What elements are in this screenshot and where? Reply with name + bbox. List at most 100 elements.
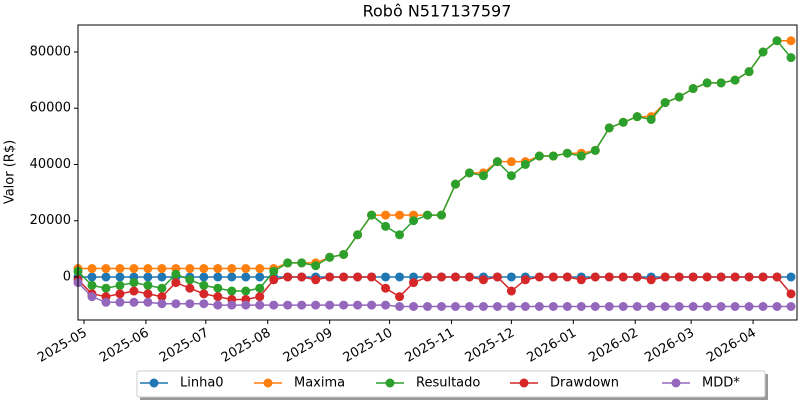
point: [269, 300, 279, 310]
point: [758, 272, 768, 282]
point: [395, 292, 405, 302]
point: [87, 280, 97, 290]
point: [101, 272, 111, 282]
x-tick-label: 2025-06: [97, 326, 152, 366]
y-tick-label: 0: [63, 269, 71, 284]
point: [674, 302, 684, 312]
point: [506, 171, 516, 181]
point: [492, 302, 502, 312]
point: [492, 272, 502, 282]
point: [367, 210, 377, 220]
point: [213, 264, 223, 274]
point: [478, 302, 488, 312]
point: [339, 249, 349, 259]
point: [241, 286, 251, 296]
point: [311, 275, 321, 285]
series-line: [77, 39, 792, 292]
point: [688, 84, 698, 94]
x-tick-label: 2025-05: [35, 326, 90, 366]
x-tick-label: 2026-04: [704, 326, 759, 366]
x-tick-label: 2025-09: [281, 326, 336, 366]
point: [786, 289, 796, 299]
point: [283, 258, 293, 268]
point: [395, 210, 405, 220]
point: [632, 272, 642, 282]
point: [618, 272, 628, 282]
point: [660, 98, 670, 108]
point: [590, 272, 600, 282]
point: [213, 283, 223, 293]
legend-marker: [519, 378, 529, 388]
point: [688, 272, 698, 282]
point: [590, 302, 600, 312]
point: [199, 280, 209, 290]
legend-marker: [385, 378, 395, 388]
point: [213, 300, 223, 310]
point: [241, 300, 251, 310]
point: [143, 272, 153, 282]
point: [423, 210, 433, 220]
point: [199, 289, 209, 299]
legend-marker: [263, 378, 273, 388]
point: [464, 168, 474, 178]
point: [758, 47, 768, 57]
point: [143, 297, 153, 307]
point: [325, 300, 335, 310]
point: [115, 280, 125, 290]
point: [548, 302, 558, 312]
legend-label: Linha0: [180, 376, 224, 391]
point: [311, 300, 321, 310]
point: [730, 272, 740, 282]
point: [255, 292, 265, 302]
point: [227, 264, 237, 274]
legend-label: MDD*: [702, 376, 740, 391]
point: [702, 78, 712, 88]
point: [478, 171, 488, 181]
point: [702, 272, 712, 282]
point: [227, 300, 237, 310]
point: [101, 264, 111, 274]
point: [325, 272, 335, 282]
legend-label: Drawdown: [550, 376, 619, 391]
point: [576, 302, 586, 312]
point: [283, 300, 293, 310]
point: [772, 272, 782, 282]
point: [367, 272, 377, 282]
point: [297, 258, 307, 268]
point: [409, 278, 419, 288]
series-line: [77, 276, 792, 301]
point: [506, 302, 516, 312]
point: [199, 272, 209, 282]
point: [269, 266, 279, 276]
point: [185, 283, 195, 293]
point: [562, 148, 572, 158]
point: [381, 272, 391, 282]
point: [199, 299, 209, 309]
legend-label: Maxima: [294, 376, 345, 391]
point: [604, 302, 614, 312]
point: [339, 300, 349, 310]
point: [87, 292, 97, 302]
point: [604, 123, 614, 133]
point: [632, 302, 642, 312]
point: [213, 292, 223, 302]
point: [632, 112, 642, 122]
legend: Linha0 Maxima Resultado Drawdown MDD*: [136, 370, 768, 400]
point: [157, 292, 167, 302]
point: [367, 300, 377, 310]
point: [353, 230, 363, 240]
point: [534, 151, 544, 161]
series-line: [77, 282, 792, 308]
legend-label: Resultado: [416, 376, 480, 391]
point: [297, 300, 307, 310]
point: [786, 36, 796, 46]
y-tick-label: 40000: [30, 157, 71, 172]
point: [646, 275, 656, 285]
point: [171, 299, 181, 309]
point: [157, 299, 167, 309]
point: [520, 302, 530, 312]
chart-title: Robô N517137597: [363, 2, 512, 21]
point: [674, 92, 684, 102]
point: [520, 275, 530, 285]
point: [129, 264, 139, 274]
